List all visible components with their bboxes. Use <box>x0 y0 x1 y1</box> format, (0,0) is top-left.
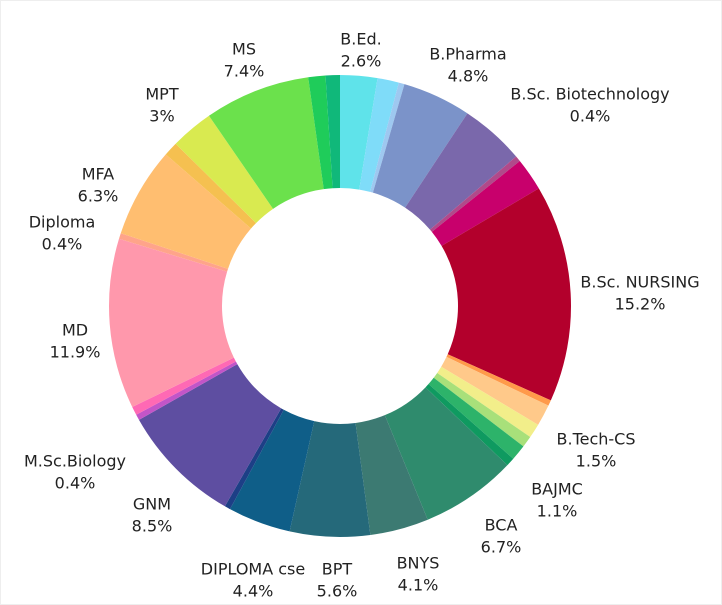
value-label: 11.9% <box>50 343 101 362</box>
slice-label: BNYS <box>397 554 440 573</box>
value-label: 7.4% <box>224 62 265 81</box>
slice <box>446 354 551 406</box>
value-label: 0.4% <box>570 107 611 126</box>
slice-label: B.Sc. Biotechnology <box>510 85 669 104</box>
slice <box>340 75 378 190</box>
slice <box>208 77 324 209</box>
slice <box>441 188 571 401</box>
slice-label: GNM <box>133 495 171 514</box>
slice <box>136 361 238 420</box>
value-label: 0.4% <box>42 235 83 254</box>
slice-label: M.Sc.Biology <box>24 452 126 471</box>
slice <box>120 154 251 269</box>
slice <box>429 156 520 232</box>
slice-label: MD <box>62 321 88 340</box>
value-label: 8.5% <box>132 517 173 536</box>
slice-label: B.Pharma <box>429 45 506 64</box>
value-label: 1.5% <box>576 452 617 471</box>
slice <box>175 115 274 224</box>
slice-label: MPT <box>145 85 178 104</box>
slice <box>118 233 229 272</box>
value-label: 2.6% <box>341 52 382 71</box>
slice <box>425 384 514 466</box>
slice <box>132 357 236 415</box>
slice <box>229 409 315 532</box>
slice-label: MFA <box>82 165 115 184</box>
value-label: 4.8% <box>448 67 489 86</box>
slice <box>138 364 282 507</box>
slice <box>372 84 468 208</box>
slice-label: BAJMC <box>531 480 583 499</box>
slice-label: B.Sc. NURSING <box>580 273 699 292</box>
slice-label: Diploma <box>29 213 96 232</box>
value-label: 6.3% <box>78 187 119 206</box>
slice <box>428 377 524 459</box>
slice <box>433 372 531 447</box>
slice-label: B.Ed. <box>340 30 381 49</box>
value-label: 1.1% <box>537 502 578 521</box>
slice <box>359 78 399 192</box>
slice <box>289 421 371 537</box>
slice-label: MS <box>232 40 256 59</box>
value-label: 3% <box>149 107 174 126</box>
slice <box>109 238 234 407</box>
slice-label: BPT <box>322 560 353 579</box>
slice <box>405 113 517 230</box>
value-label: 6.7% <box>481 538 522 557</box>
slice <box>325 75 340 189</box>
value-label: 5.6% <box>317 582 358 601</box>
slice-label: BCA <box>485 516 518 535</box>
slice <box>431 161 539 246</box>
slice <box>384 387 508 520</box>
slice <box>355 415 428 535</box>
value-label: 15.2% <box>615 295 666 314</box>
slice-label: B.Tech-CS <box>557 430 636 449</box>
value-label: 0.4% <box>55 474 96 493</box>
value-label: 4.1% <box>398 576 439 595</box>
slice <box>441 356 549 425</box>
slice-label: DIPLOMA cse <box>201 560 305 579</box>
value-label: 4.4% <box>233 582 274 601</box>
slice <box>370 82 405 193</box>
slice <box>308 75 333 190</box>
slice <box>437 366 539 438</box>
slice <box>224 408 284 510</box>
slice <box>165 143 257 229</box>
